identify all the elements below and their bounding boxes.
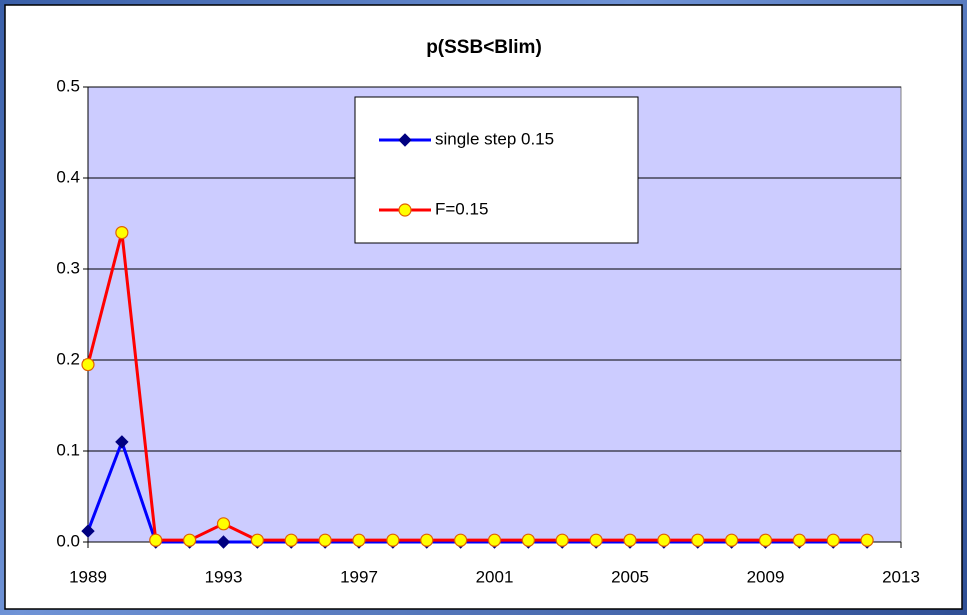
- legend-label: single step 0.15: [435, 129, 554, 148]
- data-point: [691, 533, 705, 547]
- data-point: [149, 533, 163, 547]
- data-point: [216, 517, 231, 531]
- legend-box: [354, 96, 639, 244]
- data-point: [521, 533, 535, 547]
- data-point: [81, 357, 95, 372]
- data-point: [657, 533, 671, 547]
- x-tick-label: 2005: [611, 567, 649, 586]
- y-tick-label: 0.4: [56, 167, 80, 186]
- x-tick-label: 2009: [747, 567, 785, 586]
- y-tick-label: 0.0: [56, 531, 80, 550]
- data-point: [115, 226, 129, 240]
- legend-marker: [398, 203, 412, 217]
- data-point: [725, 533, 739, 547]
- data-point: [318, 533, 332, 547]
- data-point: [792, 533, 806, 547]
- y-tick-label: 0.1: [56, 440, 80, 459]
- data-point: [589, 533, 603, 547]
- x-tick-label: 2013: [882, 567, 920, 586]
- data-point: [115, 435, 129, 449]
- data-point: [420, 533, 434, 547]
- y-tick-label: 0.2: [56, 349, 80, 368]
- data-point: [487, 533, 502, 547]
- x-tick-label: 2001: [476, 567, 514, 586]
- data-point: [555, 533, 569, 547]
- data-point: [454, 533, 468, 547]
- legend-label: F=0.15: [435, 199, 488, 218]
- data-point: [758, 533, 773, 547]
- data-point: [826, 533, 840, 547]
- data-point: [81, 524, 95, 538]
- x-tick-label: 1989: [69, 567, 107, 586]
- data-point: [352, 533, 366, 547]
- y-tick-label: 0.5: [56, 76, 80, 95]
- data-point: [623, 533, 637, 547]
- x-tick-label: 1993: [205, 567, 243, 586]
- data-point: [250, 533, 264, 547]
- chart-title: p(SSB<Blim): [426, 37, 542, 58]
- data-point: [183, 533, 197, 547]
- data-point: [386, 533, 400, 547]
- x-tick-label: 1997: [340, 567, 378, 586]
- data-point: [860, 533, 874, 547]
- data-point: [216, 535, 231, 549]
- data-point: [284, 533, 298, 547]
- y-tick-label: 0.3: [56, 258, 80, 277]
- legend-marker: [398, 133, 412, 147]
